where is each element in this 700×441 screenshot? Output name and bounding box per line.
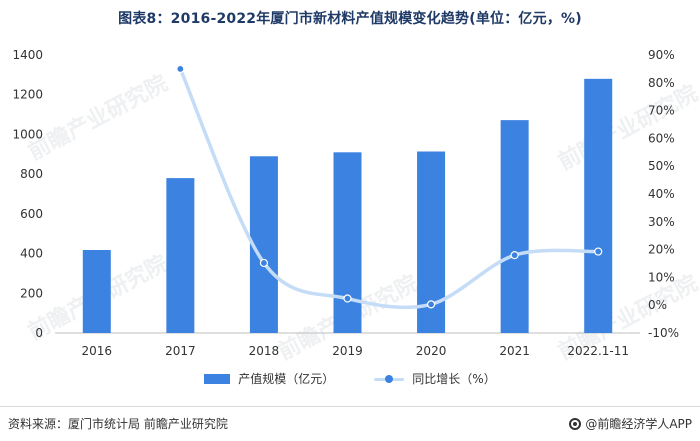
legend: 产值规模（亿元） 同比增长（%） [0, 370, 700, 387]
right-axis-tick-label: 0% [648, 298, 667, 312]
bar [333, 152, 362, 333]
brand: @前瞻经济学人APP [569, 415, 692, 432]
x-axis-tick-label: 2017 [165, 344, 196, 358]
right-axis-tick-label: 40% [648, 187, 675, 201]
chart-canvas: 0 200 400 600 800 1000 1200 1400 -10% 0% 10% 20% 30%… [12, 48, 679, 358]
right-axis-tick-label: 50% [648, 159, 675, 173]
right-axis-tick-label: -10% [648, 326, 679, 340]
right-axis-tick-label: 60% [648, 131, 675, 145]
right-axis-tick-label: 20% [648, 243, 675, 257]
growth-point [510, 251, 519, 260]
left-axis-tick-label: 0 [35, 326, 43, 340]
legend-bar-label: 产值规模（亿元） [238, 372, 335, 386]
source-note: 资料来源：厦门市统计局 前瞻产业研究院 [8, 417, 228, 431]
left-axis-tick-label: 800 [20, 167, 43, 181]
right-axis-tick-label: 30% [648, 215, 675, 229]
growth-point [594, 247, 603, 256]
growth-line [178, 67, 600, 310]
legend-bar-swatch [204, 373, 231, 384]
x-axis-tick-label: 2021 [499, 344, 530, 358]
brand-logo-icon [569, 417, 582, 430]
legend-item-bar: 产值规模（亿元） [204, 370, 334, 387]
brand-label: @前瞻经济学人APP [585, 417, 692, 431]
footer: 资料来源：厦门市统计局 前瞻产业研究院 @前瞻经济学人APP [0, 406, 700, 441]
left-axis-tick-label: 1200 [12, 88, 43, 102]
right-axis-tick-label: 10% [648, 270, 675, 284]
left-axis-tick-label: 200 [20, 286, 43, 300]
left-axis-tick-label: 600 [20, 207, 43, 221]
right-axis-tick-label: 80% [648, 76, 675, 90]
bar [584, 78, 613, 333]
left-axis-tick-label: 1000 [12, 127, 43, 141]
growth-point [259, 258, 269, 268]
left-axis-tick-label: 1400 [12, 48, 43, 62]
x-axis-tick-label: 2020 [416, 344, 447, 358]
right-axis-tick-label: 90% [648, 48, 675, 62]
bar [166, 178, 195, 333]
growth-point [426, 300, 436, 309]
x-axis-tick-label: 2018 [249, 344, 280, 358]
x-axis-tick-label: 2016 [82, 344, 113, 358]
left-axis-tick-label: 400 [20, 247, 43, 261]
legend-line-swatch [374, 374, 405, 384]
chart-title: 图表8：2016-2022年厦门市新材料产值规模变化趋势(单位：亿元，%) [118, 11, 582, 27]
x-axis-tick-label: 2022.1-11 [567, 344, 629, 358]
bar [82, 249, 111, 333]
x-axis-tick-label: 2019 [332, 344, 363, 358]
legend-line-label: 同比增长（%） [412, 372, 496, 386]
growth-point [343, 294, 352, 303]
right-axis-tick-label: 70% [648, 104, 675, 118]
bar [500, 120, 529, 333]
legend-item-line: 同比增长（%） [374, 370, 496, 387]
growth-point [176, 64, 185, 74]
